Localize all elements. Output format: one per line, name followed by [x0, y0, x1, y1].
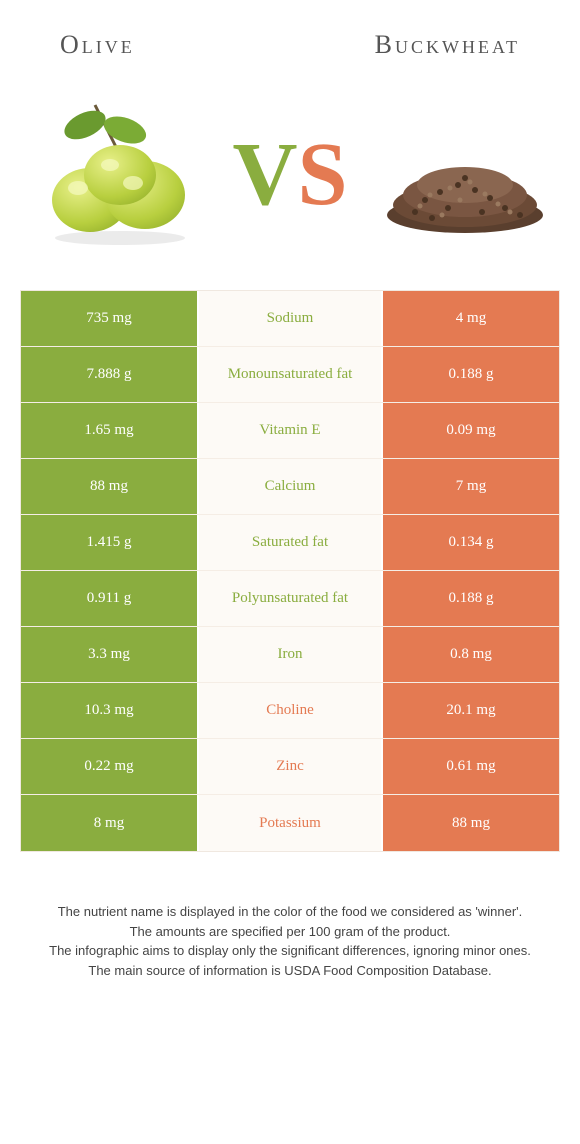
right-value: 88 mg: [381, 795, 559, 851]
table-row: 8 mgPotassium88 mg: [21, 795, 559, 851]
table-row: 1.415 gSaturated fat0.134 g: [21, 515, 559, 571]
nutrient-label: Choline: [199, 683, 381, 738]
right-value: 0.188 g: [381, 347, 559, 402]
vs-v: V: [232, 125, 297, 224]
nutrient-label: Potassium: [199, 795, 381, 851]
right-value: 4 mg: [381, 291, 559, 346]
footer-notes: The nutrient name is displayed in the co…: [0, 852, 580, 1000]
nutrient-label: Vitamin E: [199, 403, 381, 458]
nutrient-label: Zinc: [199, 739, 381, 794]
left-value: 10.3 mg: [21, 683, 199, 738]
header: Olive Buckwheat: [0, 0, 580, 70]
right-value: 0.61 mg: [381, 739, 559, 794]
left-value: 7.888 g: [21, 347, 199, 402]
table-row: 0.22 mgZinc0.61 mg: [21, 739, 559, 795]
table-row: 7.888 gMonounsaturated fat0.188 g: [21, 347, 559, 403]
hero-row: VS: [0, 70, 580, 290]
right-food-title: Buckwheat: [375, 30, 520, 60]
nutrient-label: Iron: [199, 627, 381, 682]
footer-line: The main source of information is USDA F…: [30, 961, 550, 981]
table-row: 0.911 gPolyunsaturated fat0.188 g: [21, 571, 559, 627]
left-value: 735 mg: [21, 291, 199, 346]
left-value: 88 mg: [21, 459, 199, 514]
footer-line: The nutrient name is displayed in the co…: [30, 902, 550, 922]
nutrient-label: Calcium: [199, 459, 381, 514]
nutrient-label: Monounsaturated fat: [199, 347, 381, 402]
left-value: 1.65 mg: [21, 403, 199, 458]
nutrient-label: Sodium: [199, 291, 381, 346]
vs-label: VS: [232, 130, 347, 220]
right-value: 0.134 g: [381, 515, 559, 570]
nutrient-label: Polyunsaturated fat: [199, 571, 381, 626]
left-value: 1.415 g: [21, 515, 199, 570]
left-value: 3.3 mg: [21, 627, 199, 682]
right-value: 20.1 mg: [381, 683, 559, 738]
left-food-title: Olive: [60, 30, 135, 60]
nutrient-table: 735 mgSodium4 mg7.888 gMonounsaturated f…: [20, 290, 560, 852]
left-value: 0.911 g: [21, 571, 199, 626]
nutrient-label: Saturated fat: [199, 515, 381, 570]
vs-s: S: [297, 125, 347, 224]
footer-line: The amounts are specified per 100 gram o…: [30, 922, 550, 942]
right-value: 7 mg: [381, 459, 559, 514]
buckwheat-image: [370, 100, 550, 250]
left-value: 8 mg: [21, 795, 199, 851]
right-value: 0.188 g: [381, 571, 559, 626]
table-row: 1.65 mgVitamin E0.09 mg: [21, 403, 559, 459]
table-row: 88 mgCalcium7 mg: [21, 459, 559, 515]
table-row: 3.3 mgIron0.8 mg: [21, 627, 559, 683]
right-value: 0.8 mg: [381, 627, 559, 682]
right-value: 0.09 mg: [381, 403, 559, 458]
olive-image: [30, 100, 210, 250]
footer-line: The infographic aims to display only the…: [30, 941, 550, 961]
left-value: 0.22 mg: [21, 739, 199, 794]
table-row: 10.3 mgCholine20.1 mg: [21, 683, 559, 739]
table-row: 735 mgSodium4 mg: [21, 291, 559, 347]
